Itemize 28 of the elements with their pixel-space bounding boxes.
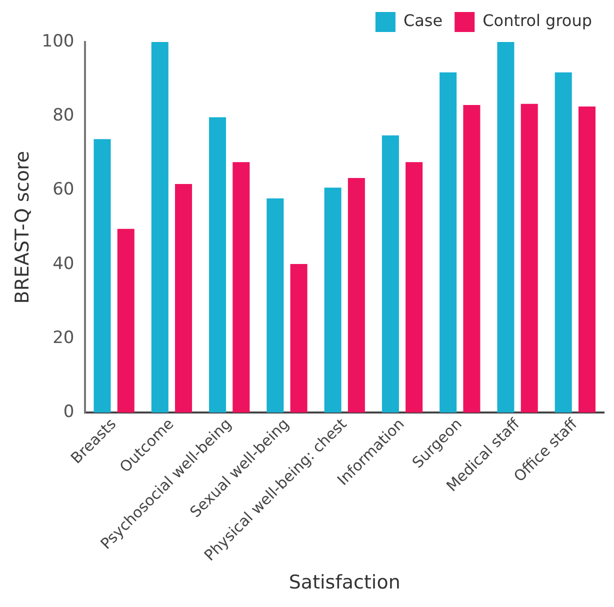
y-tick-label: 0 <box>63 402 74 422</box>
legend-label: Control group <box>482 11 592 30</box>
bar <box>406 162 423 413</box>
bar <box>463 105 480 413</box>
bar <box>520 104 538 413</box>
bar <box>94 139 111 413</box>
bar <box>151 42 168 413</box>
bar <box>117 228 134 413</box>
bar <box>554 72 572 413</box>
bar <box>440 72 457 413</box>
bar <box>497 42 514 413</box>
bar <box>382 135 399 413</box>
y-tick-label: 60 <box>52 180 74 200</box>
bar <box>324 188 342 413</box>
bar <box>290 264 308 413</box>
bar <box>175 184 192 413</box>
legend-label: Case <box>403 11 443 30</box>
y-tick-label: 40 <box>52 254 74 274</box>
bar <box>209 117 226 413</box>
bar <box>348 178 365 413</box>
bar <box>578 106 596 413</box>
y-tick-label: 20 <box>52 328 74 348</box>
x-axis-title: Satisfaction <box>288 572 400 594</box>
y-tick-label: 100 <box>42 31 74 52</box>
bar <box>232 162 250 413</box>
y-tick-label: 80 <box>52 106 74 126</box>
bar <box>266 198 284 413</box>
y-axis-title: BREAST-Q score <box>11 150 34 304</box>
